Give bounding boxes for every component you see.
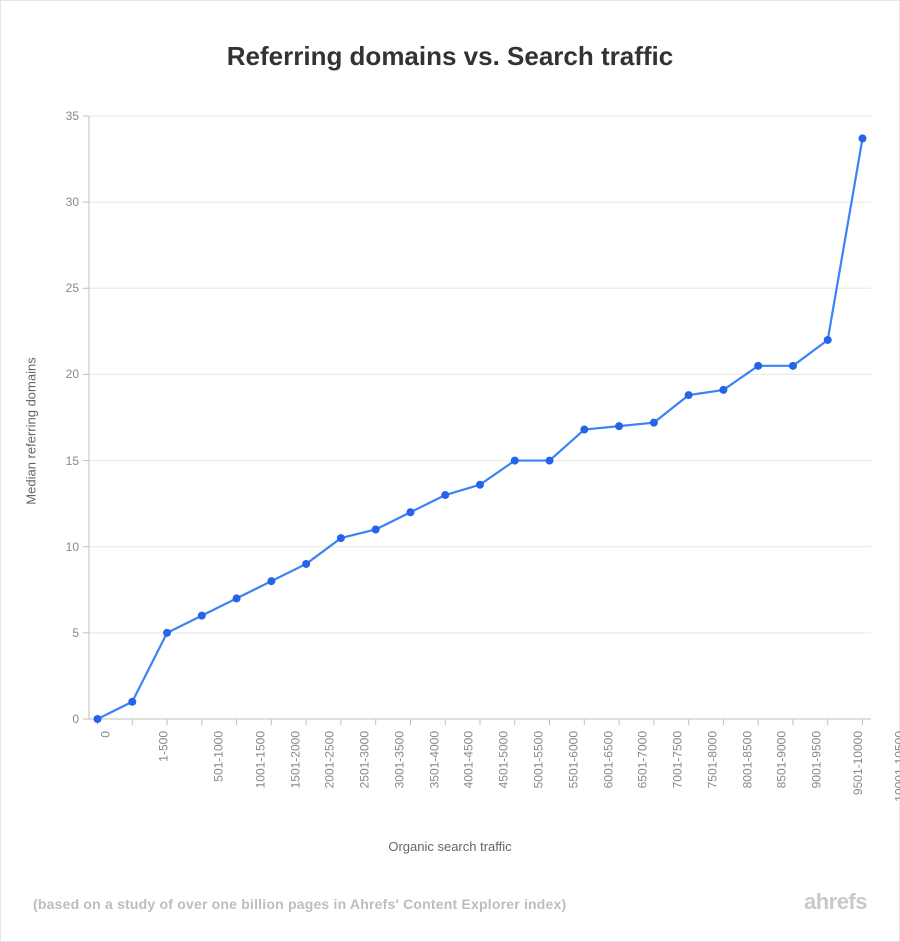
chart-svg: [1, 1, 900, 942]
y-tick-label: 15: [55, 454, 79, 468]
x-tick-label: 8001-8500: [740, 731, 754, 788]
y-tick-label: 35: [55, 109, 79, 123]
x-tick-label: 501-1000: [212, 731, 226, 782]
x-tick-label: 0: [98, 731, 112, 738]
y-tick-label: 25: [55, 281, 79, 295]
x-tick-label: 3001-3500: [392, 731, 406, 788]
x-tick-label: 9001-9500: [810, 731, 824, 788]
x-tick-label: 4001-4500: [462, 731, 476, 788]
y-tick-label: 5: [55, 626, 79, 640]
y-tick-label: 30: [55, 195, 79, 209]
x-tick-label: 8501-9000: [775, 731, 789, 788]
x-tick-label: 10001-10500: [892, 731, 900, 802]
y-tick-label: 20: [55, 367, 79, 381]
x-tick-label: 2501-3000: [358, 731, 372, 788]
x-tick-label: 5001-5500: [531, 731, 545, 788]
footer-note: (based on a study of over one billion pa…: [33, 896, 566, 912]
x-tick-label: 6501-7000: [636, 731, 650, 788]
x-tick-label: 7001-7500: [670, 731, 684, 788]
x-tick-label: 7501-8000: [705, 731, 719, 788]
x-tick-label: 5501-6000: [566, 731, 580, 788]
chart-stage: Referring domains vs. Search traffic Med…: [0, 0, 900, 942]
x-tick-label: 3501-4000: [427, 731, 441, 788]
brand-logo: ahrefs: [804, 889, 867, 915]
x-tick-label: 1001-1500: [253, 731, 267, 788]
x-tick-label: 2001-2500: [323, 731, 337, 788]
y-tick-label: 0: [55, 712, 79, 726]
x-tick-label: 6001-6500: [601, 731, 615, 788]
x-tick-label: 9501-10000: [851, 731, 865, 795]
x-tick-label: 1-500: [157, 731, 171, 762]
x-tick-label: 4501-5000: [497, 731, 511, 788]
y-tick-label: 10: [55, 540, 79, 554]
x-tick-label: 1501-2000: [288, 731, 302, 788]
